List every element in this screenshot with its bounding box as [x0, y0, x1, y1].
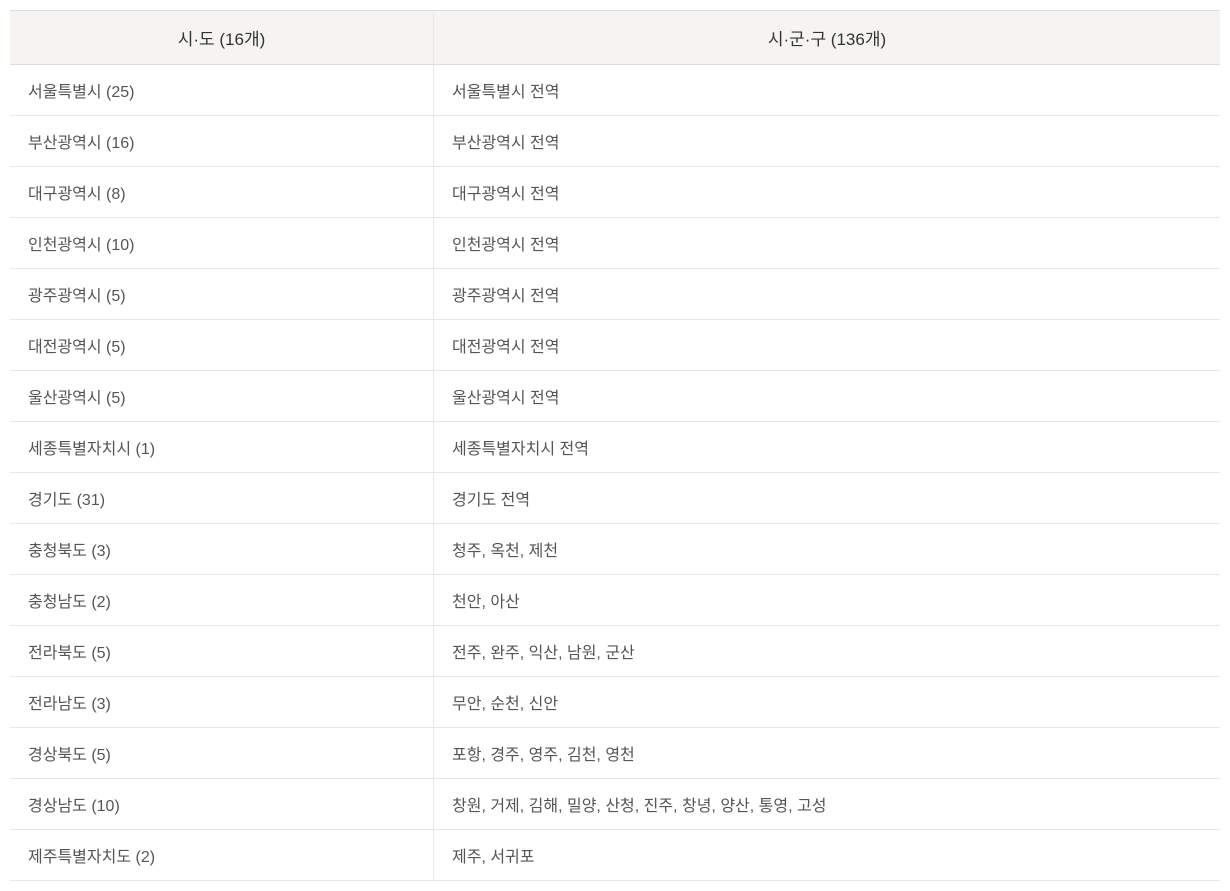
cell-sido: 전라북도 (5) [10, 626, 434, 677]
cell-sido: 대전광역시 (5) [10, 320, 434, 371]
table-row: 인천광역시 (10) 인천광역시 전역 [10, 218, 1220, 269]
cell-sigungu: 포항, 경주, 영주, 김천, 영천 [434, 728, 1221, 779]
table-row: 전라남도 (3) 무안, 순천, 신안 [10, 677, 1220, 728]
table-row: 대구광역시 (8) 대구광역시 전역 [10, 167, 1220, 218]
cell-sigungu: 울산광역시 전역 [434, 371, 1221, 422]
cell-sigungu: 광주광역시 전역 [434, 269, 1221, 320]
cell-sigungu: 무안, 순천, 신안 [434, 677, 1221, 728]
cell-sido: 세종특별자치시 (1) [10, 422, 434, 473]
cell-sigungu: 인천광역시 전역 [434, 218, 1221, 269]
table-row: 전라북도 (5) 전주, 완주, 익산, 남원, 군산 [10, 626, 1220, 677]
table-row: 충청북도 (3) 청주, 옥천, 제천 [10, 524, 1220, 575]
cell-sigungu: 창원, 거제, 김해, 밀양, 산청, 진주, 창녕, 양산, 통영, 고성 [434, 779, 1221, 830]
table-row: 부산광역시 (16) 부산광역시 전역 [10, 116, 1220, 167]
column-header-sido: 시·도 (16개) [10, 11, 434, 65]
cell-sido: 광주광역시 (5) [10, 269, 434, 320]
cell-sido: 경상북도 (5) [10, 728, 434, 779]
table-row: 경기도 (31) 경기도 전역 [10, 473, 1220, 524]
cell-sido: 전라남도 (3) [10, 677, 434, 728]
table-body: 서울특별시 (25) 서울특별시 전역 부산광역시 (16) 부산광역시 전역 … [10, 65, 1220, 881]
table-row: 충청남도 (2) 천안, 아산 [10, 575, 1220, 626]
cell-sigungu: 경기도 전역 [434, 473, 1221, 524]
cell-sigungu: 청주, 옥천, 제천 [434, 524, 1221, 575]
table-row: 제주특별자치도 (2) 제주, 서귀포 [10, 830, 1220, 881]
cell-sido: 충청북도 (3) [10, 524, 434, 575]
cell-sido: 대구광역시 (8) [10, 167, 434, 218]
cell-sido: 충청남도 (2) [10, 575, 434, 626]
cell-sigungu: 세종특별자치시 전역 [434, 422, 1221, 473]
cell-sigungu: 전주, 완주, 익산, 남원, 군산 [434, 626, 1221, 677]
table-row: 세종특별자치시 (1) 세종특별자치시 전역 [10, 422, 1220, 473]
table-row: 대전광역시 (5) 대전광역시 전역 [10, 320, 1220, 371]
cell-sigungu: 대구광역시 전역 [434, 167, 1221, 218]
cell-sigungu: 부산광역시 전역 [434, 116, 1221, 167]
cell-sido: 서울특별시 (25) [10, 65, 434, 116]
table-header: 시·도 (16개) 시·군·구 (136개) [10, 11, 1220, 65]
cell-sido: 인천광역시 (10) [10, 218, 434, 269]
cell-sigungu: 서울특별시 전역 [434, 65, 1221, 116]
table-row: 경상남도 (10) 창원, 거제, 김해, 밀양, 산청, 진주, 창녕, 양산… [10, 779, 1220, 830]
table-row: 광주광역시 (5) 광주광역시 전역 [10, 269, 1220, 320]
cell-sigungu: 대전광역시 전역 [434, 320, 1221, 371]
table-row: 울산광역시 (5) 울산광역시 전역 [10, 371, 1220, 422]
cell-sido: 제주특별자치도 (2) [10, 830, 434, 881]
cell-sido: 경상남도 (10) [10, 779, 434, 830]
cell-sido: 부산광역시 (16) [10, 116, 434, 167]
table-row: 경상북도 (5) 포항, 경주, 영주, 김천, 영천 [10, 728, 1220, 779]
region-table: 시·도 (16개) 시·군·구 (136개) 서울특별시 (25) 서울특별시 … [10, 10, 1220, 881]
cell-sigungu: 천안, 아산 [434, 575, 1221, 626]
cell-sigungu: 제주, 서귀포 [434, 830, 1221, 881]
table-row: 서울특별시 (25) 서울특별시 전역 [10, 65, 1220, 116]
cell-sido: 경기도 (31) [10, 473, 434, 524]
cell-sido: 울산광역시 (5) [10, 371, 434, 422]
column-header-sigungu: 시·군·구 (136개) [434, 11, 1221, 65]
